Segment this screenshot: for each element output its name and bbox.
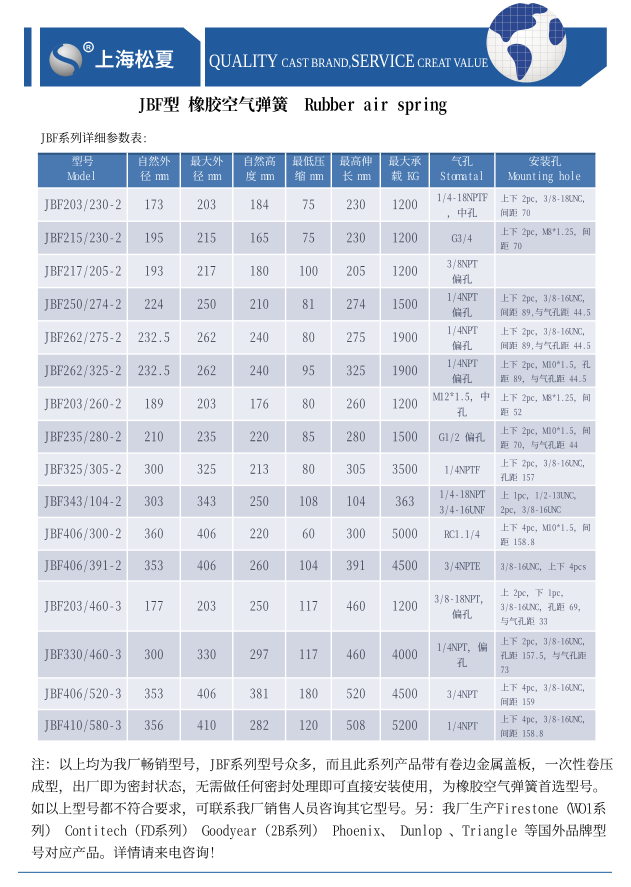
svg-text:QUALITY CAST BRAND,SERVICE CRE: QUALITY CAST BRAND,SERVICE CREAT VALUE [209,51,488,72]
svg-text:R: R [86,45,91,52]
